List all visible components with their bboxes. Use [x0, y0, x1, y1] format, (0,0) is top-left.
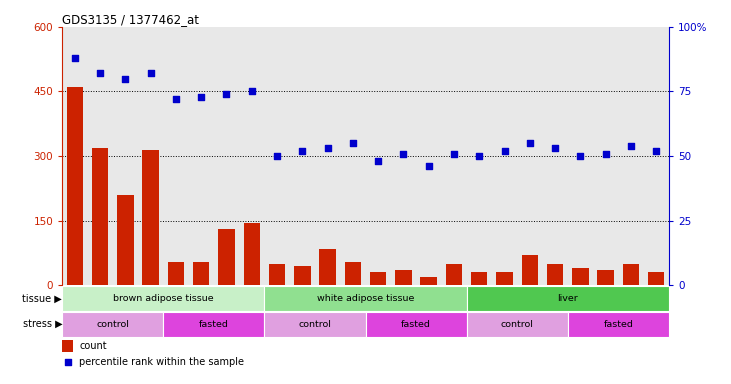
- Bar: [315, 27, 340, 285]
- Bar: [466, 312, 568, 336]
- Bar: [193, 262, 209, 285]
- Text: fasted: fasted: [603, 319, 633, 329]
- Bar: [442, 27, 466, 285]
- Bar: [163, 27, 189, 285]
- Point: [549, 145, 561, 151]
- Bar: [265, 312, 366, 336]
- Bar: [366, 312, 466, 336]
- Bar: [294, 266, 311, 285]
- Point: [524, 140, 536, 146]
- Text: control: control: [298, 319, 331, 329]
- Bar: [269, 264, 285, 285]
- Text: stress ▶: stress ▶: [23, 319, 62, 329]
- Bar: [446, 264, 462, 285]
- Bar: [219, 229, 235, 285]
- Bar: [167, 262, 184, 285]
- Bar: [518, 27, 542, 285]
- Bar: [92, 147, 108, 285]
- Bar: [466, 27, 492, 285]
- Bar: [138, 27, 163, 285]
- Bar: [395, 270, 412, 285]
- Point: [398, 151, 409, 157]
- Bar: [344, 262, 361, 285]
- Point: [119, 76, 131, 82]
- Point: [625, 143, 637, 149]
- Bar: [62, 286, 265, 311]
- Bar: [265, 27, 289, 285]
- Text: fasted: fasted: [401, 319, 431, 329]
- Point: [145, 70, 156, 76]
- Bar: [265, 286, 466, 311]
- Bar: [416, 27, 442, 285]
- Bar: [471, 272, 488, 285]
- Point: [600, 151, 612, 157]
- Point: [322, 145, 333, 151]
- Point: [297, 148, 308, 154]
- Bar: [496, 272, 512, 285]
- Point: [195, 94, 207, 100]
- Bar: [466, 286, 669, 311]
- Bar: [340, 27, 366, 285]
- Text: tissue ▶: tissue ▶: [23, 293, 62, 303]
- Bar: [492, 27, 518, 285]
- Bar: [189, 27, 213, 285]
- Point: [94, 70, 106, 76]
- Text: control: control: [501, 319, 534, 329]
- Bar: [243, 223, 260, 285]
- Bar: [568, 27, 593, 285]
- Bar: [319, 249, 336, 285]
- Text: brown adipose tissue: brown adipose tissue: [113, 294, 213, 303]
- Bar: [420, 277, 437, 285]
- Text: control: control: [96, 319, 129, 329]
- Bar: [117, 195, 134, 285]
- Point: [61, 359, 73, 365]
- Bar: [113, 27, 138, 285]
- Bar: [366, 27, 391, 285]
- Bar: [391, 27, 416, 285]
- Bar: [643, 27, 669, 285]
- Bar: [618, 27, 643, 285]
- Bar: [623, 264, 639, 285]
- Bar: [572, 268, 588, 285]
- Bar: [597, 270, 614, 285]
- Text: white adipose tissue: white adipose tissue: [317, 294, 414, 303]
- Bar: [568, 312, 669, 336]
- Bar: [62, 27, 88, 285]
- Point: [423, 163, 434, 169]
- Point: [651, 148, 662, 154]
- Bar: [88, 27, 113, 285]
- Point: [221, 91, 232, 97]
- Text: fasted: fasted: [199, 319, 229, 329]
- Point: [170, 96, 182, 102]
- Bar: [547, 264, 564, 285]
- Point: [372, 158, 384, 164]
- Text: count: count: [79, 341, 107, 351]
- Bar: [67, 87, 83, 285]
- Bar: [213, 27, 239, 285]
- Bar: [289, 27, 315, 285]
- Bar: [542, 27, 568, 285]
- Bar: [370, 272, 387, 285]
- Bar: [522, 255, 538, 285]
- Point: [271, 153, 283, 159]
- Bar: [62, 340, 73, 352]
- Bar: [593, 27, 618, 285]
- Bar: [239, 27, 265, 285]
- Point: [448, 151, 460, 157]
- Point: [575, 153, 586, 159]
- Text: percentile rank within the sample: percentile rank within the sample: [79, 357, 244, 367]
- Text: liver: liver: [557, 294, 578, 303]
- Point: [499, 148, 510, 154]
- Text: GDS3135 / 1377462_at: GDS3135 / 1377462_at: [62, 13, 199, 26]
- Point: [69, 55, 80, 61]
- Bar: [143, 150, 159, 285]
- Bar: [62, 312, 163, 336]
- Point: [474, 153, 485, 159]
- Bar: [163, 312, 265, 336]
- Bar: [648, 272, 664, 285]
- Point: [246, 88, 257, 94]
- Point: [347, 140, 359, 146]
